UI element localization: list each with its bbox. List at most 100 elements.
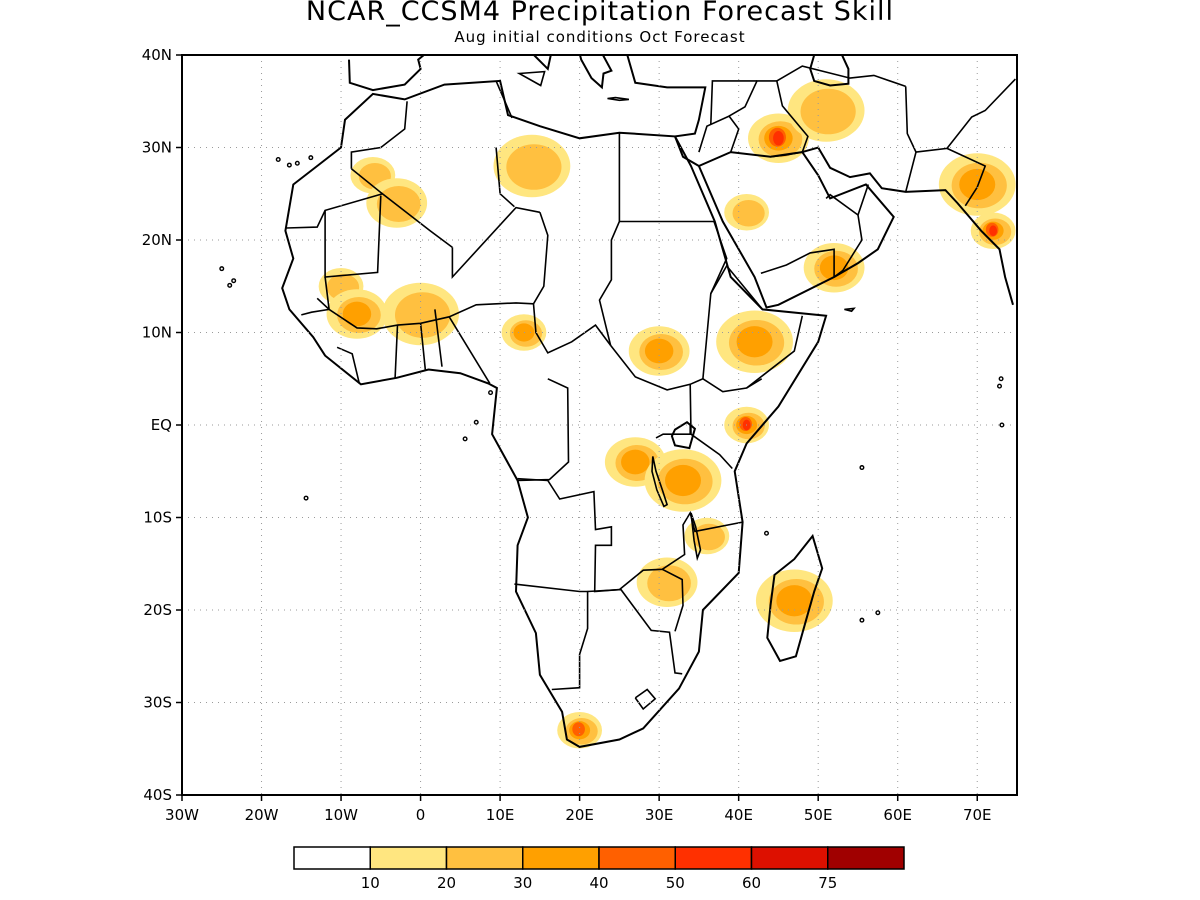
skill-region	[684, 517, 730, 555]
island	[875, 610, 881, 616]
country-border	[448, 316, 491, 384]
europe-coastline	[348, 55, 568, 92]
colorbar-swatch	[674, 846, 753, 870]
island	[999, 422, 1005, 428]
country-border	[495, 80, 513, 119]
country-border	[698, 115, 740, 153]
island	[275, 157, 281, 163]
colorbar-label: 50	[666, 874, 685, 892]
colorbar-swatch	[522, 846, 600, 870]
skill-region	[636, 557, 698, 607]
lat-tick-label: EQ	[151, 416, 172, 434]
country-border	[336, 346, 361, 384]
lon-tick-label: 60E	[883, 806, 912, 824]
island	[227, 282, 233, 288]
country-border	[746, 315, 804, 389]
skill-region	[716, 310, 793, 373]
island	[231, 278, 237, 284]
lon-tick-label: 20W	[245, 806, 279, 824]
colorbar: 10 20 30 40 50 60 75	[293, 846, 905, 892]
colorbar-swatch	[293, 846, 371, 870]
skill-region	[493, 134, 571, 198]
crete-coastline	[607, 96, 630, 102]
colorbar-label: 20	[437, 874, 456, 892]
island	[303, 495, 309, 501]
country-border	[324, 276, 534, 330]
lon-tick-label: 70E	[963, 806, 992, 824]
country-border	[350, 168, 453, 249]
country-border	[904, 86, 917, 193]
lon-tick-label: 30E	[645, 806, 674, 824]
island	[488, 390, 494, 396]
country-border	[634, 688, 657, 711]
country-border	[760, 248, 835, 277]
country-border	[514, 583, 589, 691]
colorbar-swatch	[750, 846, 829, 870]
skill-region	[938, 153, 1016, 216]
colorbar-label: 40	[589, 874, 608, 892]
lake-tanganyika	[651, 456, 669, 508]
chart-subtitle: Aug initial conditions Oct Forecast	[454, 28, 746, 46]
lon-tick-label: 30W	[165, 806, 199, 824]
colorbar-swatch	[369, 846, 448, 870]
island	[219, 266, 225, 272]
skill-region	[501, 314, 547, 351]
island	[997, 383, 1003, 389]
map-frame	[181, 54, 1018, 796]
country-border	[419, 323, 427, 370]
lat-tick-label: 40N	[142, 46, 172, 64]
island	[998, 376, 1004, 382]
country-border	[627, 39, 651, 51]
island	[473, 419, 479, 425]
sicily-coastline	[516, 70, 546, 87]
gridlines	[182, 55, 1017, 795]
chart-title: NCAR_CCSM4 Precipitation Forecast Skill	[305, 0, 895, 27]
country-border	[710, 221, 728, 294]
skill-region	[628, 326, 690, 376]
lon-tick-label: 20E	[565, 806, 594, 824]
lat-tick-label: 20N	[142, 231, 172, 249]
skill-region	[755, 569, 833, 632]
colorbar-swatch	[598, 846, 676, 870]
skill-region	[970, 212, 1016, 249]
lat-tick-label: 30N	[142, 139, 172, 157]
colorbar-swatch	[827, 846, 905, 870]
lake-victoria	[670, 420, 697, 450]
country-border	[587, 588, 683, 675]
country-border	[728, 80, 809, 158]
island	[764, 530, 770, 536]
lon-tick-label: 50E	[804, 806, 833, 824]
skill-region	[326, 289, 388, 339]
colorbar-label: 30	[513, 874, 532, 892]
lat-tick-label: 30S	[143, 694, 172, 712]
country-border	[825, 193, 859, 216]
lon-tick-label: 10W	[324, 806, 358, 824]
country-border	[689, 384, 733, 470]
island	[859, 617, 865, 623]
country-border	[915, 78, 1016, 153]
island	[294, 160, 300, 166]
country-border	[609, 344, 763, 393]
levant-coastline	[626, 55, 707, 167]
country-border	[776, 65, 906, 88]
lon-tick-label: 10E	[486, 806, 515, 824]
island	[286, 162, 292, 168]
country-border	[434, 309, 443, 367]
caspian-coastline	[809, 55, 850, 87]
country-border	[301, 297, 331, 316]
skill-region	[787, 79, 865, 142]
colorbar-swatch	[445, 846, 524, 870]
country-border	[574, 55, 586, 56]
map-plot-area	[219, 39, 1016, 749]
country-border	[702, 264, 764, 379]
island	[462, 436, 468, 442]
socotra-coastline	[844, 307, 856, 313]
greece-coastline	[578, 55, 613, 90]
lat-tick-label: 10N	[142, 324, 172, 342]
persia-india-coastline	[802, 146, 1014, 306]
skill-region	[644, 449, 722, 512]
colorbar-label: 75	[818, 874, 837, 892]
lat-tick-label: 40S	[143, 786, 172, 804]
country-border	[517, 378, 570, 482]
country-border	[394, 325, 399, 378]
